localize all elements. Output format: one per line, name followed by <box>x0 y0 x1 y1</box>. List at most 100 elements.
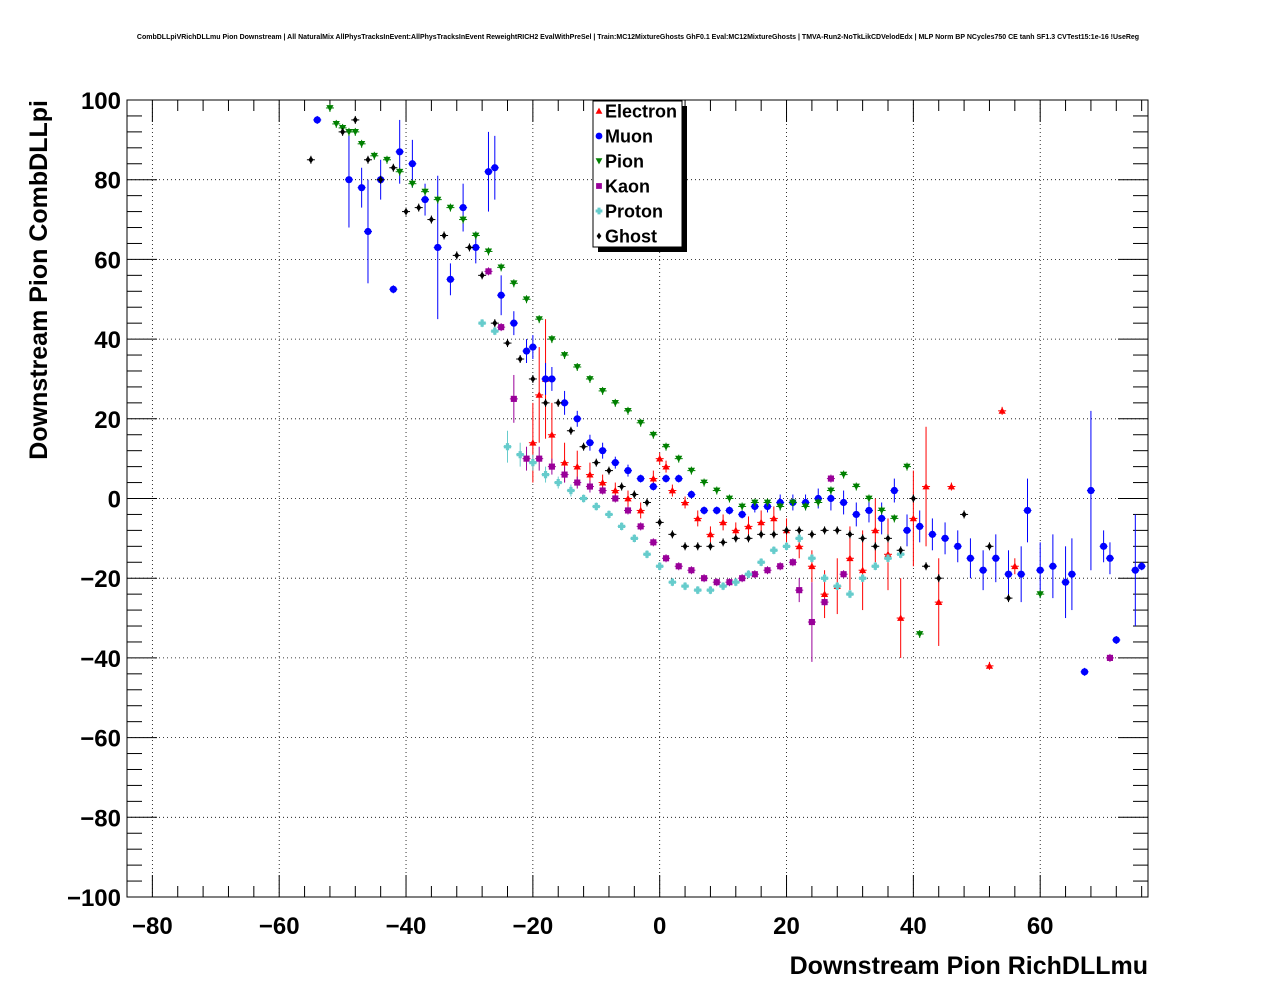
proton-point <box>655 562 664 571</box>
electron-marker <box>573 463 581 470</box>
muon-point <box>389 285 398 294</box>
ghost-point <box>516 355 525 364</box>
electron-marker <box>732 526 740 534</box>
muon-marker <box>687 490 696 499</box>
electron-marker <box>624 494 632 502</box>
electron-marker <box>681 498 689 506</box>
proton-marker <box>884 554 892 562</box>
muon-marker <box>725 506 734 515</box>
proton-marker <box>668 578 676 586</box>
proton-point <box>478 319 487 328</box>
muon-point <box>541 363 550 395</box>
proton-point <box>668 578 677 587</box>
pion-marker <box>890 515 898 523</box>
pion-point <box>649 430 658 439</box>
muon-point <box>725 506 734 515</box>
ghost-marker <box>644 498 650 507</box>
pion-marker <box>789 499 797 507</box>
proton-marker <box>656 562 664 570</box>
ghost-marker <box>378 176 384 184</box>
kaon-point <box>776 562 785 571</box>
x-tick-label: 60 <box>1027 913 1054 940</box>
kaon-marker <box>840 571 847 578</box>
legend-label-electron: Electron <box>605 102 677 122</box>
legend-marker-ghost <box>596 232 602 240</box>
pion-marker <box>713 487 721 495</box>
muon-marker <box>624 467 632 475</box>
ghost-marker <box>1005 594 1012 602</box>
pion-point <box>738 502 747 511</box>
ghost-point <box>490 319 499 328</box>
pion-marker <box>865 495 873 503</box>
proton-marker <box>833 582 841 590</box>
pion-point <box>351 127 360 136</box>
muon-marker <box>979 566 987 574</box>
muon-point <box>903 514 912 547</box>
muon-marker <box>1023 506 1032 515</box>
ghost-point <box>744 534 753 543</box>
ghost-point <box>579 442 588 451</box>
electron-point <box>719 514 728 531</box>
ghost-point <box>731 534 740 543</box>
x-tick-label: −20 <box>513 913 554 940</box>
ghost-marker <box>682 542 688 550</box>
kaon-point <box>522 446 531 471</box>
electron-point <box>681 496 690 509</box>
proton-point <box>693 586 702 595</box>
kaon-point <box>807 582 816 662</box>
y-tick-label: −80 <box>80 805 121 832</box>
pion-point <box>332 119 341 128</box>
kaon-marker <box>662 555 670 562</box>
ghost-marker <box>885 534 891 542</box>
pion-marker <box>814 499 822 507</box>
pion-point <box>636 418 645 427</box>
pion-marker <box>763 499 772 507</box>
ghost-marker <box>758 530 764 538</box>
ghost-point <box>604 466 613 475</box>
pion-point <box>522 295 531 304</box>
kaon-marker <box>510 395 517 402</box>
pion-marker <box>421 188 429 196</box>
electron-point <box>668 484 677 497</box>
muon-point <box>636 474 645 483</box>
ghost-point <box>782 526 791 535</box>
pion-point <box>839 470 848 479</box>
muon-marker <box>560 399 569 407</box>
ghost-point <box>389 163 398 172</box>
pion-point <box>877 506 886 515</box>
muon-point <box>623 464 632 477</box>
pion-marker <box>472 232 480 240</box>
proton-point <box>871 562 880 571</box>
pion-point <box>1036 590 1045 599</box>
proton-marker <box>757 558 765 566</box>
muon-marker <box>890 486 898 495</box>
pion-marker <box>611 399 619 407</box>
proton-point <box>516 442 525 467</box>
ghost-point <box>655 518 664 527</box>
pion-point <box>623 406 632 415</box>
pion-point <box>395 167 404 176</box>
muon-marker <box>446 275 455 283</box>
pion-point <box>446 203 455 212</box>
muon-point <box>1023 478 1032 543</box>
ghost-marker <box>771 530 777 538</box>
electron-marker <box>649 474 657 482</box>
ghost-marker <box>466 243 472 252</box>
pion-point <box>725 494 734 503</box>
proton-point <box>795 534 804 543</box>
legend-marker-pion <box>595 158 603 165</box>
ghost-point <box>934 574 943 583</box>
electron-point <box>909 470 918 567</box>
proton-marker <box>846 590 854 598</box>
muon-marker <box>1131 566 1139 574</box>
ghost-point <box>592 458 601 467</box>
electron-point <box>655 452 664 465</box>
y-tick-label: −40 <box>80 646 121 673</box>
pion-marker <box>484 248 493 256</box>
muon-marker <box>827 494 835 503</box>
proton-marker <box>719 582 727 590</box>
ghost-marker <box>504 339 511 347</box>
electron-marker <box>859 566 867 574</box>
proton-point <box>528 454 537 471</box>
muon-marker <box>491 164 499 172</box>
